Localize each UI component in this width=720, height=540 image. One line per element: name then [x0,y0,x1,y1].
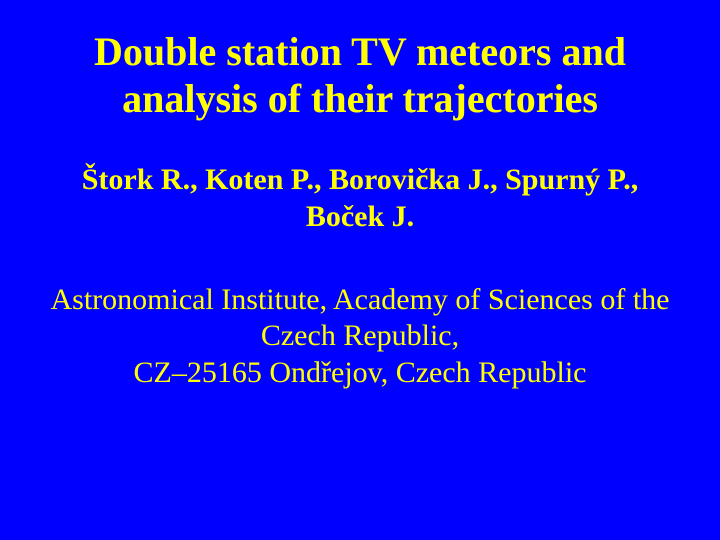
affiliation-line-2: CZ–25165 Ondřejov, Czech Republic [40,355,680,392]
slide-affiliation: Astronomical Institute, Academy of Scien… [40,282,680,392]
affiliation-line-1: Astronomical Institute, Academy of Scien… [40,282,680,355]
slide-authors: Štork R., Koten P., Borovička J., Spurný… [40,162,680,235]
slide-title: Double station TV meteors and analysis o… [40,28,680,122]
title-slide: Double station TV meteors and analysis o… [0,0,720,540]
